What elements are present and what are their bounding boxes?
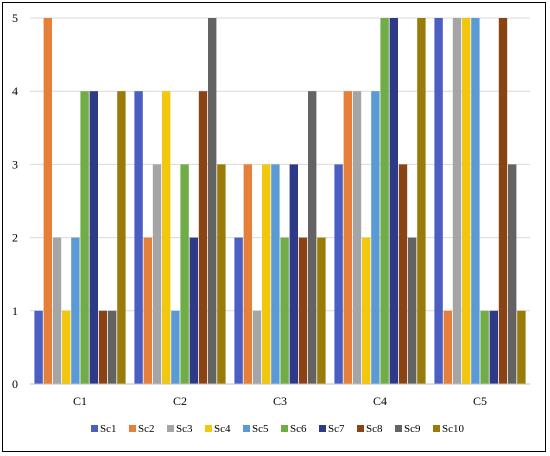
y-tick-label: 2 (12, 231, 18, 245)
bar (362, 237, 371, 384)
bar (71, 237, 80, 384)
y-tick-label: 3 (12, 157, 18, 171)
legend-swatch (395, 425, 402, 432)
bar (262, 164, 271, 384)
bar (443, 310, 452, 384)
bar (217, 164, 226, 384)
legend-label: Sc10 (442, 423, 465, 435)
bar (98, 310, 108, 384)
y-tick-label: 4 (12, 84, 18, 98)
bars (34, 18, 526, 384)
legend-swatch (357, 425, 364, 432)
bar (134, 91, 143, 384)
bar (471, 18, 480, 384)
bar (34, 310, 43, 384)
legend-swatch (91, 425, 98, 432)
bar (498, 18, 508, 384)
legend-swatch (319, 425, 326, 432)
legend-label: Sc9 (404, 423, 421, 435)
legend-label: Sc5 (252, 423, 269, 435)
bar (343, 91, 352, 384)
bar (398, 164, 408, 384)
bar (334, 164, 343, 384)
bar (171, 310, 180, 384)
bar (389, 18, 398, 384)
bar (489, 310, 498, 384)
bar (271, 164, 280, 384)
bar (234, 237, 243, 384)
bar (508, 164, 517, 384)
bar (198, 91, 208, 384)
bar (317, 237, 326, 384)
category-label: C3 (273, 394, 287, 408)
bar (80, 91, 89, 384)
legend-label: Sc4 (214, 423, 231, 435)
bar (480, 310, 489, 384)
bar (117, 91, 126, 384)
category-label: C4 (373, 394, 387, 408)
bar (380, 18, 389, 384)
legend-label: Sc7 (328, 423, 345, 435)
bar (434, 18, 443, 384)
bar (108, 310, 117, 384)
bar (289, 164, 298, 384)
bar (452, 18, 462, 384)
bar (280, 237, 289, 384)
y-tick-label: 1 (12, 304, 18, 318)
legend-label: Sc2 (138, 423, 155, 435)
y-tick-label: 0 (12, 377, 18, 391)
legend: Sc1 Sc2 Sc3 Sc4 Sc5 Sc6 Sc7 Sc8 Sc9 Sc10 (91, 423, 465, 435)
bar (243, 164, 252, 384)
legend-swatch (243, 425, 250, 432)
bar (162, 91, 171, 384)
bar (189, 237, 198, 384)
bar (462, 18, 471, 384)
bar (371, 91, 380, 384)
legend-label: Sc8 (366, 423, 383, 435)
bar (180, 164, 189, 384)
bar (417, 18, 426, 384)
y-tick-label: 5 (12, 11, 18, 25)
bar (208, 18, 217, 384)
legend-swatch (433, 425, 440, 432)
bar (408, 237, 417, 384)
legend-label: Sc3 (176, 423, 193, 435)
legend-label: Sc1 (100, 423, 117, 435)
category-label: C1 (73, 394, 87, 408)
bar (143, 237, 152, 384)
bar (43, 18, 52, 384)
y-axis-ticks: 0 1 2 3 4 5 (12, 11, 18, 391)
bar (52, 237, 62, 384)
legend-swatch (205, 425, 212, 432)
legend-swatch (167, 425, 174, 432)
bar (62, 310, 71, 384)
bar (517, 310, 526, 384)
category-label: C2 (173, 394, 187, 408)
bar (252, 310, 262, 384)
bar (308, 91, 317, 384)
bar (89, 91, 98, 384)
legend-label: Sc6 (290, 423, 307, 435)
bar (298, 237, 308, 384)
legend-swatch (281, 425, 288, 432)
legend-swatch (129, 425, 136, 432)
category-labels: C1 C2 C3 C4 C5 (73, 394, 487, 408)
bar (152, 164, 162, 384)
bar (352, 91, 362, 384)
category-label: C5 (473, 394, 487, 408)
